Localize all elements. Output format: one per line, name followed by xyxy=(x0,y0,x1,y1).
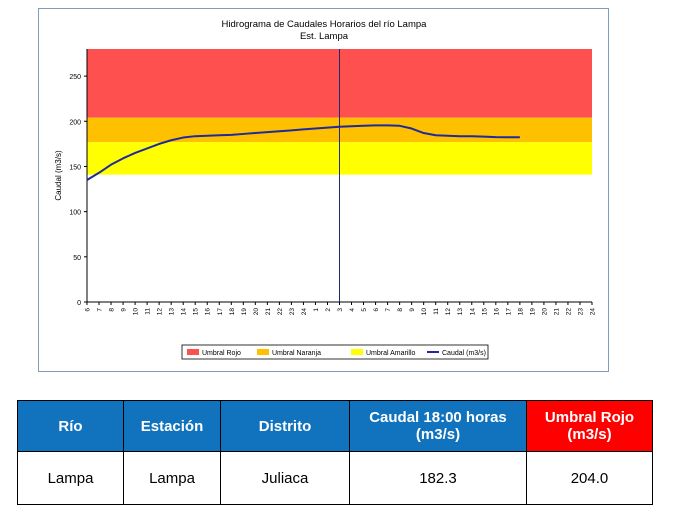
x-tick-label: 6 xyxy=(373,308,380,312)
legend-label: Umbral Rojo xyxy=(202,350,241,357)
x-tick-label: 11 xyxy=(433,308,440,315)
x-tick-label: 9 xyxy=(409,308,416,312)
y-tick-label: 0 xyxy=(77,300,81,307)
x-tick-label: 23 xyxy=(577,308,584,316)
x-tick-label: 15 xyxy=(481,308,488,316)
results-table: Río Estación Distrito Caudal 18:00 horas… xyxy=(17,400,653,505)
legend-box xyxy=(181,344,489,360)
x-tick-label: 24 xyxy=(590,308,597,316)
x-tick-label: 13 xyxy=(169,308,176,316)
x-tick-label: 3 xyxy=(337,308,344,312)
series-line-caudal xyxy=(86,124,520,181)
cell-distrito: Juliaca xyxy=(220,451,350,505)
cell-caudal: 182.3 xyxy=(349,451,527,505)
header-umbral-rojo: Umbral Rojo (m3/s) xyxy=(526,400,653,452)
x-tick-label: 6 xyxy=(85,308,92,312)
x-tick-label: 14 xyxy=(469,308,476,316)
x-tick-label: 19 xyxy=(529,308,536,316)
x-tick-label: 1 xyxy=(313,308,320,312)
x-tick-label: 14 xyxy=(181,308,188,316)
x-tick-label: 17 xyxy=(505,308,512,316)
x-tick-label: 10 xyxy=(421,308,428,316)
table-header-row: Río Estación Distrito Caudal 18:00 horas… xyxy=(17,400,653,452)
x-tick-label: 17 xyxy=(217,308,224,316)
legend-swatch xyxy=(351,349,363,355)
x-tick-label: 23 xyxy=(289,308,296,316)
y-tick-label: 250 xyxy=(69,74,81,81)
x-tick-label: 8 xyxy=(397,308,404,312)
y-tick-label: 150 xyxy=(69,164,81,171)
legend-swatch xyxy=(257,349,269,355)
x-tick-label: 12 xyxy=(445,308,452,316)
x-tick-label: 12 xyxy=(157,308,164,316)
hydrograph-chart: Hidrograma de Caudales Horarios del río … xyxy=(54,19,597,360)
x-tick-label: 24 xyxy=(301,308,308,316)
cell-rio: Lampa xyxy=(17,451,124,505)
chart-legend: Umbral Rojo Umbral Naranja Umbral Amarillo… xyxy=(181,344,489,360)
header-estacion: Estación xyxy=(123,400,221,452)
x-tick-label: 5 xyxy=(361,308,368,312)
x-tick-label: 20 xyxy=(541,308,548,316)
x-tick-label: 22 xyxy=(565,308,572,316)
legend-label: Umbral Naranja xyxy=(272,350,321,357)
y-tick-label: 50 xyxy=(73,255,81,262)
x-tick-label: 15 xyxy=(193,308,200,316)
cell-estacion: Lampa xyxy=(123,451,221,505)
x-tick-label: 13 xyxy=(457,308,464,316)
x-tick-label: 11 xyxy=(145,308,152,315)
legend-label: Umbral Amarillo xyxy=(366,350,416,357)
x-tick-label: 21 xyxy=(553,308,560,316)
chart-subtitle: Est. Lampa xyxy=(300,31,349,42)
x-tick-label: 7 xyxy=(97,308,104,312)
table-row: Lampa Lampa Juliaca 182.3 204.0 xyxy=(17,451,653,505)
x-tick-label: 18 xyxy=(517,308,524,316)
x-tick-label: 10 xyxy=(133,308,140,316)
x-tick-label: 8 xyxy=(109,308,116,312)
header-distrito: Distrito xyxy=(220,400,350,452)
x-tick-label: 22 xyxy=(277,308,284,316)
x-tick-label: 9 xyxy=(121,308,128,312)
legend-swatch xyxy=(187,349,199,355)
x-tick-label: 2 xyxy=(325,308,332,312)
x-tick-label: 21 xyxy=(265,308,272,316)
y-tick-label: 200 xyxy=(69,119,81,126)
chart-title: Hidrograma de Caudales Horarios del río … xyxy=(222,19,428,30)
x-tick-label: 7 xyxy=(385,308,392,312)
x-tick-label: 16 xyxy=(493,308,500,316)
x-tick-label: 20 xyxy=(253,308,260,316)
x-tick-label: 4 xyxy=(349,308,356,312)
header-rio: Río xyxy=(17,400,124,452)
x-tick-label: 18 xyxy=(229,308,236,316)
x-tick-label: 16 xyxy=(205,308,212,316)
x-tick-label: 19 xyxy=(241,308,248,316)
cell-umbral-rojo: 204.0 xyxy=(526,451,653,505)
legend-label: Caudal (m3/s) xyxy=(442,350,486,357)
header-caudal: Caudal 18:00 horas (m3/s) xyxy=(349,400,527,452)
y-tick-label: 100 xyxy=(69,210,81,217)
chart-panel: Hidrograma de Caudales Horarios del río … xyxy=(38,8,609,372)
y-axis-title: Caudal (m3/s) xyxy=(54,150,63,201)
